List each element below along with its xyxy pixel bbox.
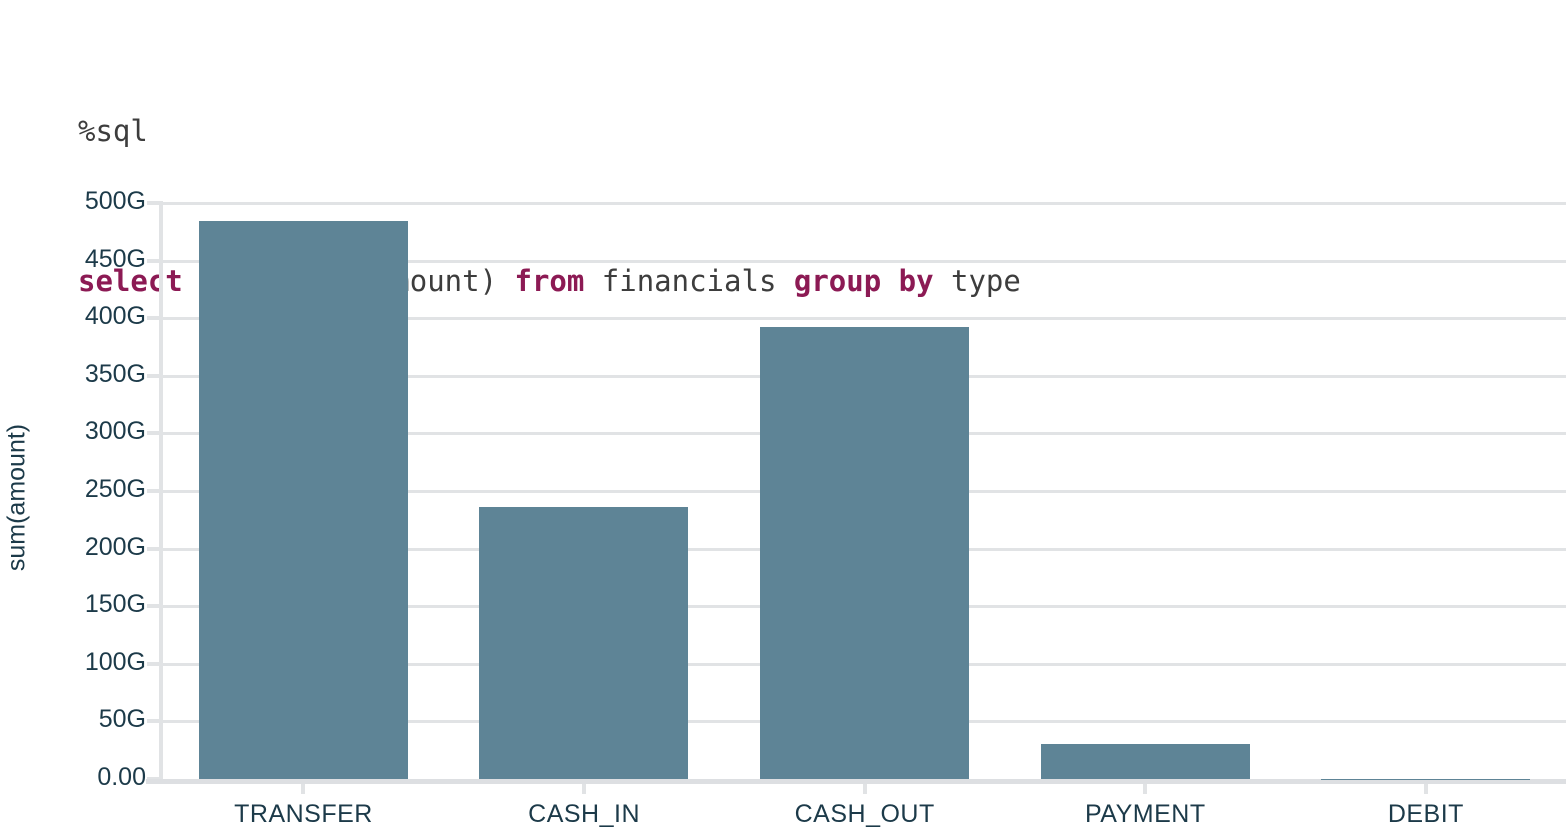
sql-magic-command: %sql <box>78 114 148 148</box>
gridline <box>163 317 1566 321</box>
y-tick-label: 350G <box>84 359 146 388</box>
bar-cash_in[interactable] <box>479 507 689 779</box>
y-axis-tick <box>147 719 163 724</box>
x-axis-tick <box>581 784 586 794</box>
y-tick-label: 50G <box>98 705 146 734</box>
bar-cash_out[interactable] <box>760 327 969 779</box>
x-axis-line <box>146 779 1566 784</box>
gridline <box>163 259 1566 263</box>
y-tick-label: 300G <box>84 417 146 446</box>
y-tick-label: 100G <box>84 647 146 676</box>
y-tick-label: 500G <box>84 187 146 215</box>
y-axis-tick <box>147 604 163 609</box>
sql-token-keyword: from <box>514 264 585 298</box>
y-axis-tick <box>147 661 163 666</box>
y-axis-tick <box>147 373 163 378</box>
y-tick-label: 450G <box>84 244 146 273</box>
x-axis-tick <box>301 784 306 794</box>
gridline <box>163 202 1566 205</box>
y-axis-tick <box>147 201 163 205</box>
sql-token-plain: financials <box>584 264 794 298</box>
bar-payment[interactable] <box>1040 744 1250 779</box>
y-axis-tick <box>147 316 163 321</box>
x-axis-tick <box>1143 784 1148 794</box>
y-axis-line <box>159 201 163 781</box>
x-axis-tick <box>862 784 867 794</box>
x-tick-label: DEBIT <box>1387 800 1464 828</box>
y-axis-tick <box>147 546 163 551</box>
y-axis-tick <box>147 258 163 263</box>
bar-transfer[interactable] <box>198 221 408 779</box>
y-tick-label: 200G <box>84 532 146 561</box>
y-tick-label: 150G <box>84 590 146 619</box>
sql-token-keyword: select <box>78 264 183 298</box>
x-tick-label: CASH_OUT <box>794 800 935 828</box>
y-tick-label: 0.00 <box>97 763 146 791</box>
y-tick-label: 400G <box>84 302 146 331</box>
y-tick-label: 250G <box>84 475 146 503</box>
y-axis-tick <box>147 431 163 436</box>
x-axis-tick <box>1423 784 1428 794</box>
x-tick-label: CASH_IN <box>528 800 641 828</box>
sql-token-keyword: group by <box>793 264 934 298</box>
x-tick-label: PAYMENT <box>1084 800 1206 828</box>
x-tick-label: TRANSFER <box>234 800 373 828</box>
y-axis-tick <box>147 489 163 493</box>
sql-token-plain: type <box>933 264 1021 298</box>
